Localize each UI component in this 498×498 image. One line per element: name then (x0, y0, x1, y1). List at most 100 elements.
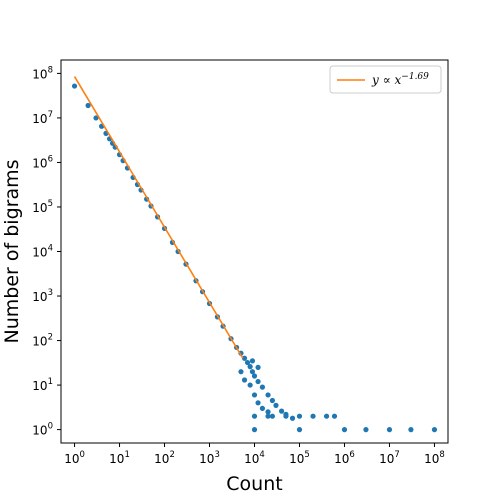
y-tick-exponent: 5 (48, 199, 53, 209)
y-tick-exponent: 2 (48, 333, 53, 343)
y-tick-base: 10 (32, 379, 47, 393)
scatter-point (255, 378, 261, 385)
scatter-point (269, 397, 275, 404)
y-tick-base: 10 (32, 201, 47, 215)
x-tick-label: 100 (64, 450, 85, 466)
x-tick-label: 102 (154, 450, 175, 466)
scatter-point (238, 369, 244, 375)
scatter-point (259, 384, 266, 390)
plot-marks (71, 76, 438, 433)
scatter-point (251, 413, 258, 419)
x-tick-label: 105 (289, 450, 310, 466)
scatter-point (251, 373, 258, 379)
x-tick-base: 10 (64, 452, 79, 466)
scatter-point (247, 364, 253, 370)
scatter-point (71, 83, 78, 89)
scatter-point (269, 413, 275, 419)
x-axis-ticks: 100 101 102 103 104 105 106 107 108 (64, 443, 445, 466)
x-tick-base: 10 (334, 452, 349, 466)
y-tick-exponent: 1 (48, 377, 53, 387)
y-tick-base: 10 (32, 246, 47, 260)
scatter-point (244, 359, 251, 366)
scatter-point (93, 115, 99, 121)
scatter-point (273, 402, 279, 408)
y-tick-label: 108 (32, 65, 53, 81)
x-tick-base: 10 (244, 452, 259, 466)
x-axis-title: Count (226, 473, 282, 495)
scatter-point (310, 413, 316, 419)
scatter-point (431, 427, 438, 433)
y-tick-exponent: 3 (48, 288, 53, 298)
y-tick-exponent: 7 (48, 110, 53, 120)
scatter-point (249, 369, 256, 375)
x-tick-exponent: 6 (349, 450, 354, 460)
scatter-point (386, 427, 393, 433)
x-tick-exponent: 3 (214, 450, 219, 460)
scatter-point (251, 427, 258, 433)
y-tick-base: 10 (32, 112, 47, 126)
x-tick-label: 104 (244, 450, 265, 466)
y-tick-base: 10 (32, 156, 47, 170)
x-tick-label: 106 (334, 450, 355, 466)
scatter-point (289, 415, 296, 421)
x-tick-label: 107 (379, 450, 400, 466)
y-tick-label: 103 (32, 288, 53, 304)
x-tick-base: 10 (109, 452, 124, 466)
scatter-point (265, 392, 271, 398)
y-tick-base: 10 (32, 67, 47, 81)
scatter-point (331, 413, 338, 419)
y-axis-title: Number of bigrams (1, 160, 23, 344)
scatter-point (241, 377, 248, 383)
legend-label: y ∝ x−1.69 (371, 72, 429, 87)
scatter-point (296, 413, 303, 419)
scatter-point (265, 409, 271, 415)
scatter-point (249, 358, 256, 364)
scatter-point (255, 364, 261, 370)
x-tick-label: 101 (109, 450, 130, 466)
y-tick-label: 106 (32, 154, 53, 170)
x-tick-base: 10 (289, 452, 304, 466)
y-tick-label: 102 (32, 333, 53, 349)
x-tick-exponent: 7 (394, 450, 399, 460)
scatter-point (341, 427, 348, 433)
scatter-point (251, 392, 258, 398)
y-tick-exponent: 4 (48, 244, 53, 254)
x-tick-base: 10 (154, 452, 169, 466)
x-tick-label: 103 (199, 450, 220, 466)
x-tick-exponent: 4 (259, 450, 264, 460)
y-tick-exponent: 6 (48, 154, 53, 164)
y-tick-exponent: 8 (48, 65, 53, 75)
scatter-point (296, 427, 303, 433)
x-tick-label: 108 (424, 450, 445, 466)
x-tick-base: 10 (379, 452, 394, 466)
scatter-point (363, 427, 369, 433)
scatter-point (259, 405, 266, 411)
x-tick-exponent: 1 (124, 450, 129, 460)
x-tick-exponent: 5 (304, 450, 309, 460)
scatter-point (408, 427, 414, 433)
scatter-point (85, 102, 91, 109)
y-tick-label: 107 (32, 110, 53, 126)
legend-label-exponent: −1.69 (401, 72, 429, 82)
y-tick-label: 101 (32, 377, 53, 393)
fit-line (73, 76, 244, 359)
x-tick-exponent: 2 (169, 450, 174, 460)
scatter-point (278, 408, 285, 414)
legend: y ∝ x−1.69 (329, 65, 442, 94)
y-tick-base: 10 (32, 290, 47, 304)
scatter-point (323, 413, 330, 419)
x-tick-base: 10 (424, 452, 439, 466)
scatter-point (247, 382, 253, 388)
scatter-point (265, 413, 271, 419)
scatter-point (255, 400, 261, 406)
y-tick-label: 105 (32, 199, 53, 215)
y-tick-label: 104 (32, 244, 53, 260)
y-tick-label: 100 (32, 422, 53, 438)
y-tick-base: 10 (32, 424, 47, 438)
x-tick-base: 10 (199, 452, 214, 466)
legend-box (329, 65, 442, 94)
y-tick-exponent: 0 (48, 422, 53, 432)
